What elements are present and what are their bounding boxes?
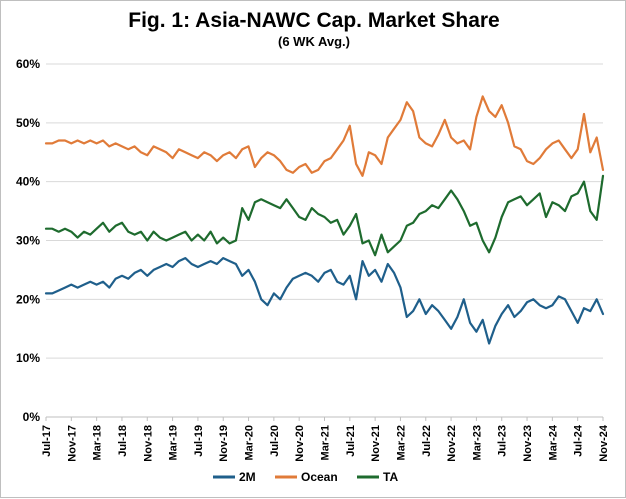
x-tick-label: Nov-23	[522, 425, 534, 462]
y-tick-label: 0%	[23, 410, 41, 424]
legend-label: TA	[383, 470, 398, 484]
y-tick-label: 30%	[16, 234, 40, 248]
legend: 2M Ocean TA	[213, 470, 398, 484]
series-layer	[44, 95, 605, 345]
chart-subtitle: (6 WK Avg.)	[278, 34, 350, 49]
legend-item-ta: TA	[357, 470, 398, 484]
x-tick-label: Jul-19	[193, 425, 205, 457]
legend-item-2m: 2M	[213, 470, 256, 484]
grid-layer	[46, 63, 603, 418]
x-tick-label: Jul-23	[497, 425, 509, 457]
x-tick-label: Nov-24	[598, 424, 610, 462]
x-tick-label: Jul-20	[269, 425, 281, 457]
x-tick-label: Mar-19	[168, 425, 180, 460]
x-tick-label: Mar-24	[547, 424, 559, 460]
y-tick-label: 10%	[16, 351, 40, 365]
x-tick-label: Nov-22	[446, 425, 458, 462]
y-tick-label: 20%	[16, 292, 40, 306]
x-tick-label: Nov-19	[218, 425, 230, 462]
x-tick-label: Jul-21	[345, 425, 357, 457]
legend-label: 2M	[239, 470, 256, 484]
y-axis-ticks: 0% 10% 20% 30% 40% 50% 60%	[16, 57, 40, 424]
y-tick-label: 60%	[16, 57, 40, 71]
x-tick-label: Jul-17	[41, 425, 53, 457]
x-tick-label: Nov-21	[370, 425, 382, 462]
series-line-ta	[44, 174, 605, 257]
x-tick-label: Mar-20	[244, 425, 256, 460]
x-axis-ticks: Jul-17 Nov-17 Mar-18 Jul-18 Nov-18 Mar-19 Jul-…	[41, 417, 610, 462]
chart-title: Fig. 1: Asia-NAWC Cap. Market Share	[128, 9, 499, 32]
x-tick-label: Jul-24	[573, 424, 585, 457]
x-tick-label: Mar-18	[92, 425, 104, 460]
legend-item-ocean: Ocean	[275, 470, 338, 484]
y-tick-label: 50%	[16, 116, 40, 130]
y-tick-label: 40%	[16, 175, 40, 189]
x-tick-label: Mar-22	[395, 425, 407, 460]
x-tick-label: Mar-23	[471, 425, 483, 460]
series-line-ocean	[44, 95, 605, 177]
x-tick-label: Nov-18	[142, 425, 154, 462]
x-tick-label: Mar-21	[320, 425, 332, 460]
x-tick-label: Nov-20	[294, 425, 306, 462]
x-tick-label: Jul-18	[117, 425, 129, 457]
series-line-2m	[44, 257, 605, 345]
x-tick-label: Nov-17	[66, 425, 78, 462]
x-tick-label: Jul-22	[421, 425, 433, 457]
legend-label: Ocean	[301, 470, 338, 484]
